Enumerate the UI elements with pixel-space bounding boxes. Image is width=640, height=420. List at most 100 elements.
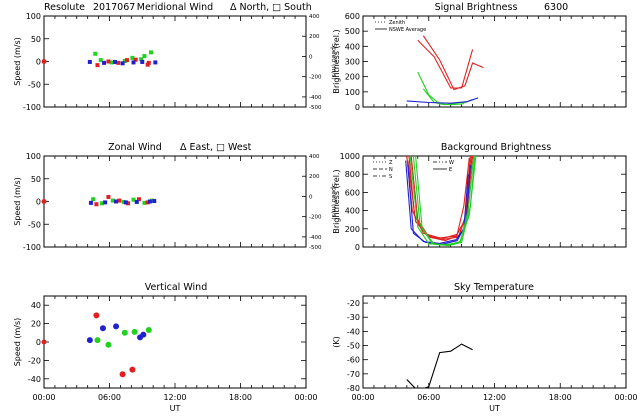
y-tick-label: 400 [345,42,360,51]
y-tick-label: -70 [347,370,360,379]
y-tick-label: -100 [23,243,41,252]
data-point-red [124,58,129,63]
chart-title: Sky Temperature [454,282,534,293]
y-tick-label: -40 [28,375,41,384]
x-tick-label: 18:00 [229,393,252,402]
series-line-red_4 [407,157,470,239]
data-point-red [117,198,122,203]
data-point-green [122,59,127,64]
x-tick-label: 18:00 [549,393,572,402]
station-name: Resolute [44,2,85,13]
y-tick-label: -40 [347,327,360,336]
data-point-blue [134,199,139,204]
data-point-green [131,328,138,335]
data-point-green [145,327,152,334]
data-point-blue [103,200,108,205]
right-y-tick-label: 400 [309,154,320,160]
y-tick-label: 100 [345,88,360,97]
y-axis-label: Speed (m/s) [13,177,22,226]
y-tick-label: -80 [347,384,360,393]
y-tick-label: 1000 [340,152,360,161]
x-tick-label: 00:00 [294,393,317,402]
y-tick-label: -50 [28,220,41,229]
y-axis-label: Brightness (rel.) [332,29,341,93]
data-layer [405,156,477,247]
y-axis-label: (K) [332,336,341,348]
chart-title: Signal Brightness [435,2,518,13]
right-y-tick-label: -400 [309,235,322,241]
y-tick-label: 0 [355,243,360,252]
chart-vertical: Vertical Wind 00:00 06:00 12:00 18:00 00:00 UT… [13,282,318,413]
y-tick-label: -20 [347,299,360,308]
y-axis-label: Speed (m/s) [13,37,22,86]
plot-frame [362,295,627,389]
page-header: Resolute 2017067 [44,2,135,13]
data-point-blue [87,59,92,64]
legend: ZNS WE [373,160,454,180]
data-layer [87,50,158,68]
right-y-tick-label: -500 [309,105,322,111]
x-tick-label: 00:00 [32,393,55,402]
series-line-blue_a [406,97,479,104]
right-y-tick-label: -500 [309,245,322,251]
x-tick-label: 06:00 [98,393,121,402]
data-point-red [93,312,100,319]
y-tick-label: -30 [347,313,360,322]
series-line-green_3 [409,156,477,246]
data-point-green [150,198,155,203]
y-axis-label: Brightness (rel.) [332,169,341,233]
zero-marker [41,199,47,204]
chart-sky: Sky Temperature 00:00 06:00 12:00 18:00 00:00… [332,282,638,413]
right-y-axis-label: Speed (m/s) [330,183,337,219]
chart-title: Meridional Wind [137,2,213,13]
right-y-axis-label: Speed (m/s) [330,43,337,79]
data-point-red [116,60,121,65]
data-point-green [93,51,98,56]
data-point-green [99,201,104,206]
legend-label: N [389,167,393,173]
y-axis-label: Speed (m/s) [13,318,22,367]
data-point-red [119,371,126,378]
y-tick-label: 100 [26,152,41,161]
data-point-green [139,57,144,62]
data-point-blue [113,323,120,330]
panels: Meridional Wind Δ North, □ South-100-5005… [13,2,638,413]
x-tick-label: 00:00 [614,393,637,402]
data-point-blue [152,199,157,204]
y-tick-label: 800 [345,170,360,179]
data-point-red [145,200,150,205]
series-line-sky_temp [406,343,473,388]
data-point-red [133,57,138,62]
data-point-green [148,50,153,55]
series-line-red_b [422,35,484,91]
y-tick-label: 100 [26,12,41,21]
legend-label: S [389,174,392,180]
right-y-tick-label: 200 [309,174,320,180]
direction-legend: Δ East, □ West [180,142,252,153]
y-tick-label: 0 [36,198,41,207]
direction-legend: Δ North, □ South [230,2,312,13]
zero-marker [41,59,47,64]
data-point-blue [99,325,106,332]
plot-frame [43,15,307,108]
data-point-red [106,194,111,199]
y-tick-label: 400 [345,207,360,216]
x-tick-label: 06:00 [417,393,440,402]
data-point-green [91,197,96,202]
data-point-red [136,197,141,202]
y-tick-label: 50 [31,35,41,44]
data-point-green [98,58,103,63]
chart-background: Background Brightness 0 200 400 600 800 1000 Br… [332,142,627,252]
data-point-green [109,60,114,65]
legend-label: NSWE Average [389,27,426,33]
data-point-blue [123,200,128,205]
y-tick-label: 500 [345,27,360,36]
chart-title: Background Brightness [441,142,551,153]
y-tick-label: -50 [28,80,41,89]
data-point-blue [112,59,117,64]
y-tick-label: 50 [31,175,41,184]
data-point-blue [120,61,125,66]
chart-zonal: Zonal Wind Δ East, □ West-100-50050100Spe… [13,142,337,252]
x-tick-label: 12:00 [163,393,186,402]
